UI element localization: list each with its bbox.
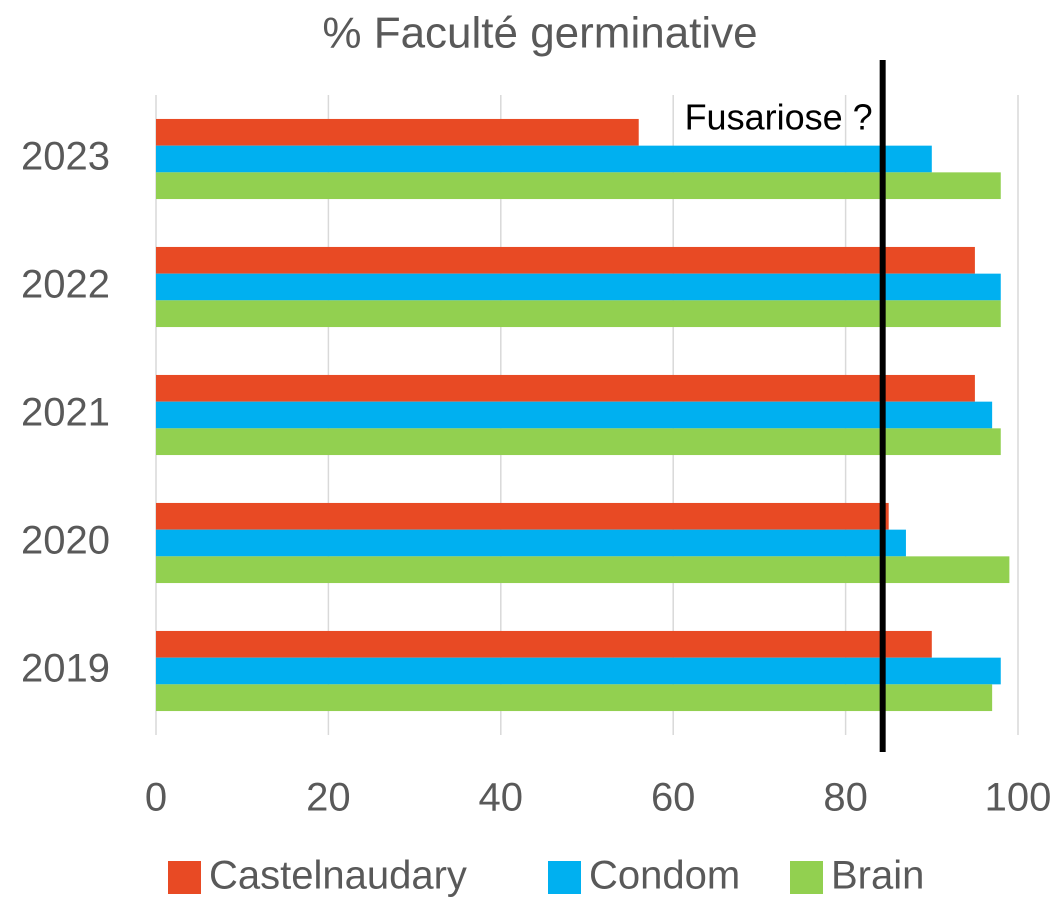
legend-swatch: [168, 861, 201, 894]
legend-swatch: [548, 861, 581, 894]
bar: [156, 684, 993, 712]
x-tick-label: 100: [985, 776, 1052, 820]
bar: [156, 145, 932, 173]
y-tick-label: 2022: [21, 263, 110, 307]
x-tick-label: 40: [479, 776, 524, 820]
bar: [156, 502, 889, 530]
x-tick-label: 60: [651, 776, 696, 820]
y-tick-label: 2023: [21, 135, 110, 179]
legend-swatch: [790, 861, 823, 894]
legend-label: Condom: [589, 854, 740, 898]
legend-label: Castelnaudary: [209, 854, 467, 898]
bar: [156, 273, 1001, 301]
bar: [156, 529, 906, 557]
x-tick-label: 80: [823, 776, 868, 820]
bar: [156, 657, 1001, 685]
x-tick-label: 20: [306, 776, 351, 820]
bar: [156, 374, 975, 402]
annotation: Fusariose ?: [685, 97, 873, 138]
bar: [156, 246, 975, 274]
bar: [156, 401, 993, 429]
bar: [156, 300, 1001, 328]
y-tick-label: 2019: [21, 647, 110, 691]
legend-label: Brain: [831, 854, 924, 898]
bar: [156, 172, 1001, 200]
bar: [156, 556, 1010, 584]
y-tick-label: 2021: [21, 391, 110, 435]
bar: [156, 428, 1001, 456]
chart-title: % Faculté germinative: [322, 9, 757, 58]
bar: [156, 118, 639, 146]
x-tick-label: 0: [145, 776, 167, 820]
bar: [156, 630, 932, 658]
y-tick-label: 2020: [21, 519, 110, 563]
